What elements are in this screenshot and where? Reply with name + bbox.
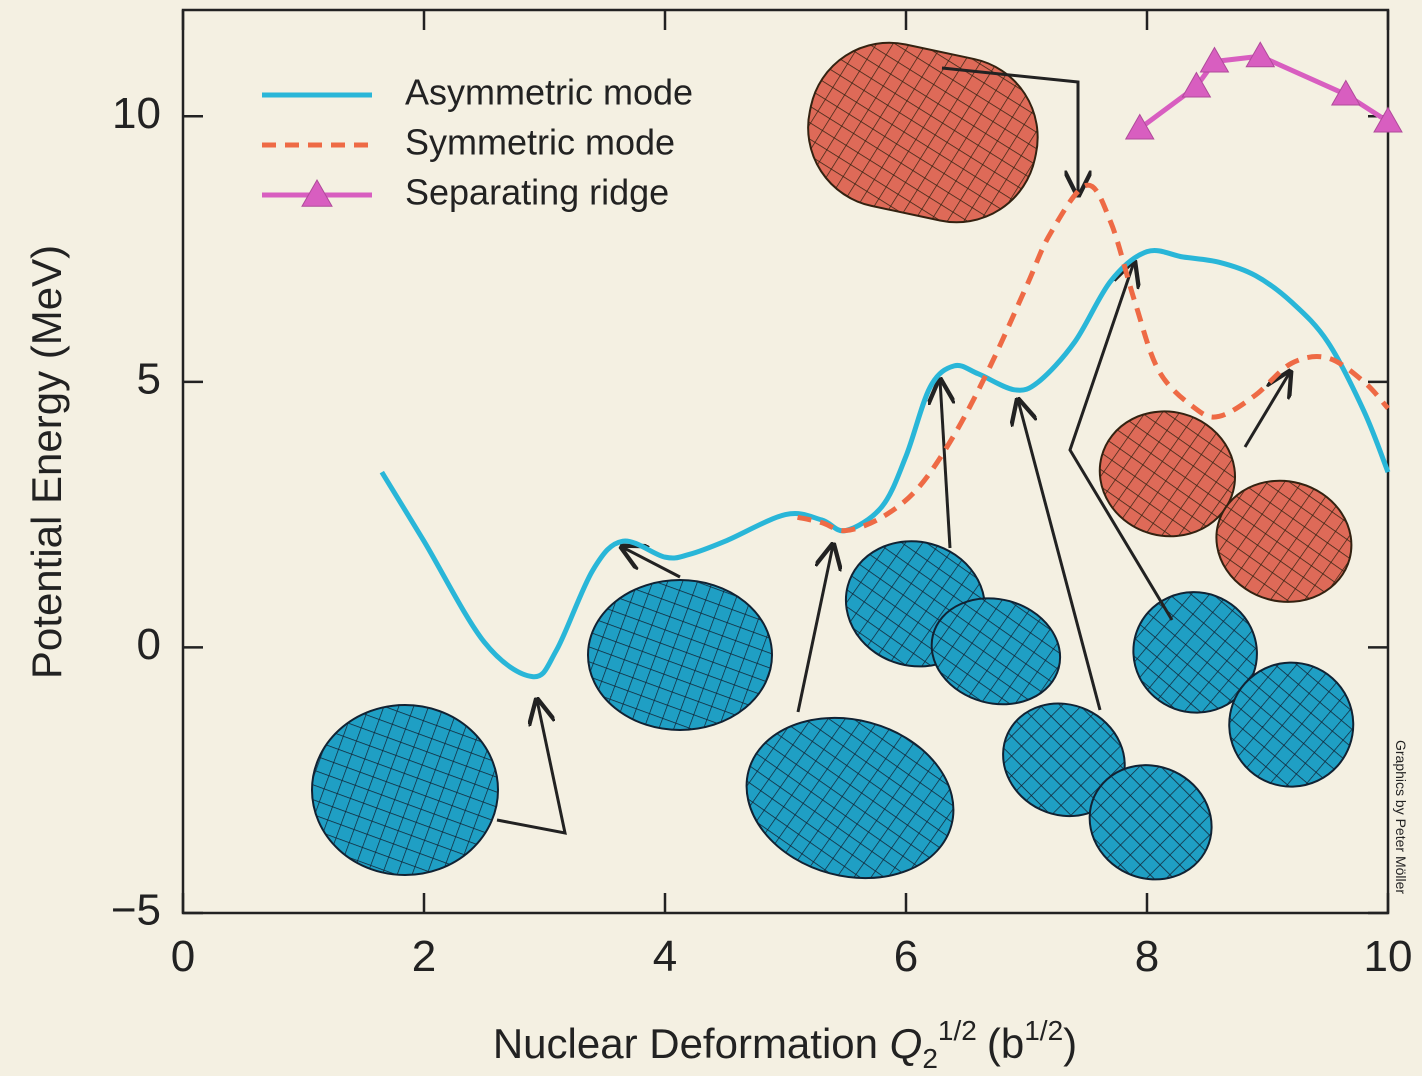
- x-label-close: ): [1063, 1020, 1077, 1067]
- x-label-text: Nuclear Deformation: [493, 1020, 890, 1067]
- nucleus-shape: [588, 580, 772, 730]
- chart: Potential Energy (MeV) Nuclear Deformati…: [0, 0, 1422, 1076]
- x-label-unit: (b: [987, 1020, 1024, 1067]
- y-tick-label: 5: [137, 354, 161, 403]
- y-tick-label: −5: [111, 886, 161, 935]
- credit: Graphics by Peter Möller: [1393, 740, 1409, 894]
- x-tick-label: 10: [1364, 932, 1413, 981]
- x-tick-label: 0: [171, 932, 195, 981]
- legend-label: Separating ridge: [405, 172, 669, 213]
- y-tick-label: 0: [137, 620, 161, 669]
- legend-label: Symmetric mode: [405, 122, 675, 163]
- x-label-superscript: 1/2: [938, 1015, 977, 1046]
- x-label-subscript: 2: [922, 1043, 938, 1074]
- legend-label: Asymmetric mode: [405, 72, 693, 113]
- x-label-symbol: Q: [890, 1020, 923, 1067]
- x-tick-label: 2: [412, 932, 436, 981]
- x-tick-label: 4: [653, 932, 677, 981]
- x-tick-label: 6: [894, 932, 918, 981]
- x-label-unit-superscript: 1/2: [1024, 1015, 1063, 1046]
- y-tick-label: 10: [112, 89, 161, 138]
- x-tick-label: 8: [1135, 932, 1159, 981]
- x-axis-label: Nuclear Deformation Q21/2(b1/2): [493, 1015, 1077, 1074]
- y-axis-label: Potential Energy (MeV): [23, 245, 70, 679]
- page: {"chart_data": { "type": "line", "y_labe…: [0, 0, 1422, 1076]
- nucleus-shape: [312, 705, 498, 875]
